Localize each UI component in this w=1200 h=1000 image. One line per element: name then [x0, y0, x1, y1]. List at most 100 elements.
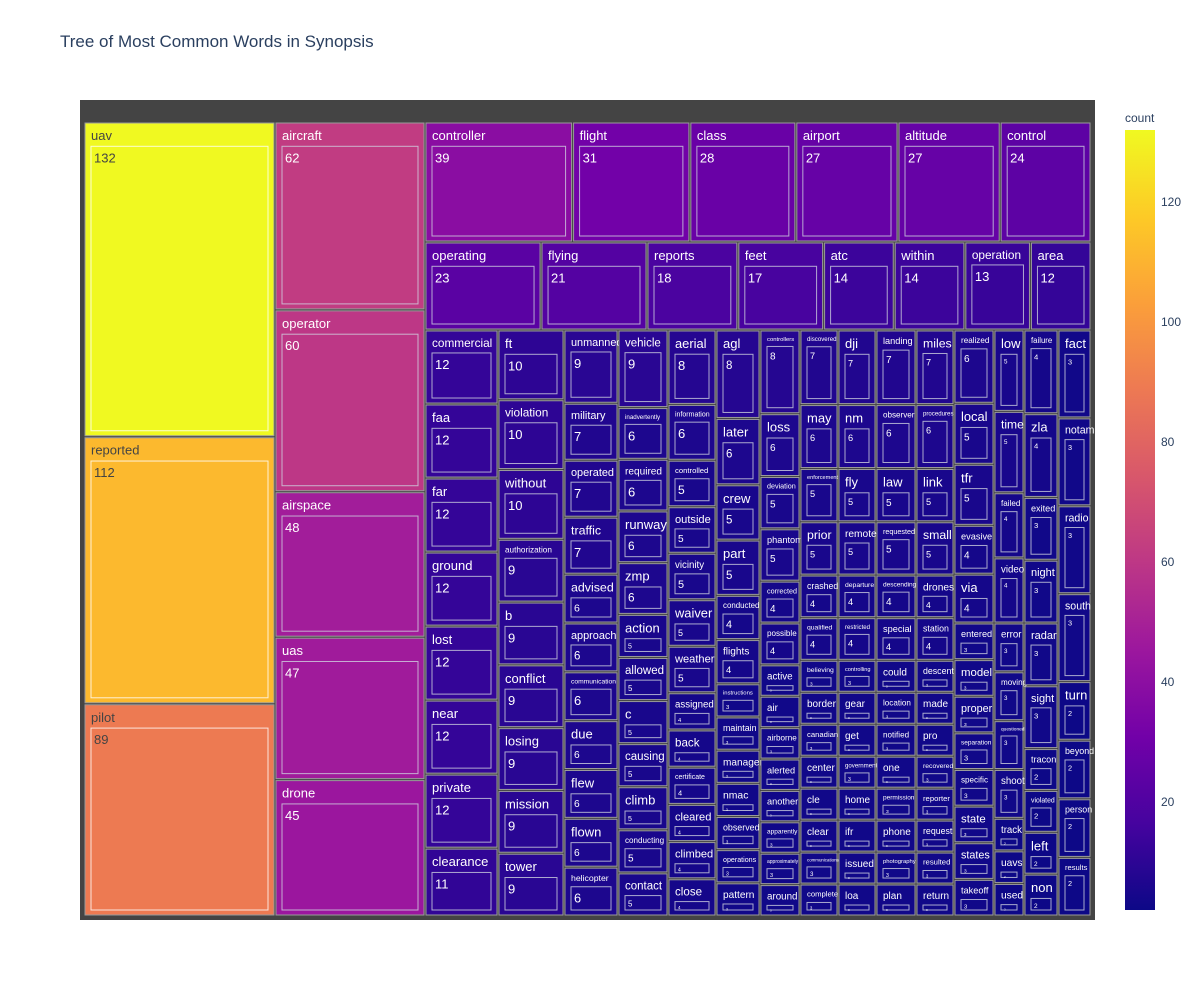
treemap-tile-observer[interactable]: observer 6 — [876, 405, 916, 469]
treemap-tile-rect[interactable] — [668, 767, 716, 804]
treemap-tile-radar[interactable]: radar 3 — [1024, 623, 1058, 686]
treemap-tile-rect[interactable] — [84, 437, 275, 704]
treemap-tile-b[interactable]: b9 — [498, 602, 564, 665]
treemap-tile-rect[interactable] — [275, 122, 425, 310]
treemap-tile-plan[interactable]: plan 3 — [876, 884, 916, 916]
treemap-tile-rect[interactable] — [668, 646, 716, 693]
treemap-tile-rect[interactable] — [498, 400, 564, 470]
treemap-tile-observed[interactable]: observed 3 — [716, 816, 760, 850]
treemap-tile-phantom[interactable]: phantom 5 — [760, 529, 803, 581]
treemap-tile-class[interactable]: class 28 — [690, 122, 796, 242]
treemap-tile-military[interactable]: military 7 — [564, 403, 618, 460]
treemap-tile-notified[interactable]: notified 3 — [876, 724, 916, 756]
treemap-tile-rect[interactable] — [668, 553, 716, 600]
treemap-tile-cleared[interactable]: cleared 4 — [668, 804, 716, 842]
treemap-tile-rect[interactable] — [1024, 560, 1058, 623]
treemap-tile-controlled[interactable]: controlled 5 — [668, 460, 716, 507]
treemap-tile-operator[interactable]: operator 60 — [275, 310, 425, 492]
treemap-tile-track[interactable]: track 2 — [994, 818, 1024, 851]
treemap-tile-faa[interactable]: faa 12 — [425, 404, 498, 478]
treemap-tile-conflict[interactable]: conflict 9 — [498, 665, 564, 728]
treemap-tile-rect[interactable] — [716, 418, 760, 485]
treemap-tile-approach[interactable]: approach 6 — [564, 623, 618, 672]
treemap-tile-moving[interactable]: moving 3 — [994, 672, 1027, 721]
treemap-tile-rect[interactable] — [425, 330, 498, 404]
treemap-tile-tfr[interactable]: tfr 5 — [954, 464, 994, 525]
treemap-tile-uas[interactable]: uas 47 — [275, 637, 425, 780]
treemap-tile-rect[interactable] — [84, 122, 275, 437]
treemap-tile-rect[interactable] — [498, 602, 564, 665]
treemap-tile-traffic[interactable]: traffic 7 — [564, 517, 618, 574]
treemap-tile-used[interactable]: used 2 — [994, 883, 1024, 916]
treemap-tile-rect[interactable] — [800, 660, 838, 692]
treemap-tile-rect[interactable] — [564, 623, 618, 672]
treemap-tile-zla[interactable]: zla 4 — [1024, 414, 1058, 497]
treemap-tile-rect[interactable] — [668, 507, 716, 553]
treemap-tile-vehicle[interactable]: vehicle 9 — [618, 330, 668, 408]
treemap-tile-allowed[interactable]: allowed 5 — [618, 657, 668, 701]
treemap-tile-corrected[interactable]: corrected 4 — [760, 581, 800, 623]
treemap-tile-rect[interactable] — [425, 122, 573, 242]
treemap-tile-without[interactable]: without 10 — [498, 470, 564, 539]
treemap-tile-local[interactable]: local 5 — [954, 403, 994, 464]
treemap-tile-pattern[interactable]: pattern 3 — [716, 883, 760, 916]
treemap-tile-fact[interactable]: fact 3 — [1058, 330, 1091, 418]
treemap-tile-rect[interactable] — [994, 411, 1024, 493]
treemap-tile-rect[interactable] — [84, 704, 275, 916]
treemap-tile-notam[interactable]: notam 3 — [1058, 418, 1095, 506]
treemap-tile-controlling[interactable]: controlling 3 — [838, 660, 876, 692]
treemap-tile-request[interactable]: request 3 — [916, 820, 954, 852]
treemap-tile-rect[interactable] — [647, 242, 738, 330]
treemap-tile-rect[interactable] — [1024, 414, 1058, 497]
treemap-tile-made[interactable]: made 3 — [916, 692, 954, 724]
treemap-tile-return[interactable]: return 3 — [916, 884, 954, 916]
treemap-tile-rect[interactable] — [668, 804, 716, 842]
treemap-tile-flight[interactable]: flight 31 — [573, 122, 690, 242]
treemap-tile-communication[interactable]: communication 6 — [564, 672, 618, 721]
treemap-tile-shoot[interactable]: shoot 3 — [994, 770, 1025, 818]
treemap-tile-back[interactable]: back 4 — [668, 730, 716, 767]
treemap-tile-rect[interactable] — [618, 657, 668, 701]
treemap-tile-maintain[interactable]: maintain 3 — [716, 717, 760, 750]
treemap-tile-rect[interactable] — [994, 623, 1024, 672]
treemap-tile-near[interactable]: near 12 — [425, 700, 498, 774]
treemap-tile-another[interactable]: another 3 — [760, 790, 800, 822]
treemap-tile-rect[interactable] — [618, 830, 668, 873]
treemap-tile-communications[interactable]: communications 3 — [800, 852, 840, 884]
treemap-tile-action[interactable]: action 5 — [618, 614, 668, 657]
treemap-tile-airport[interactable]: airport 27 — [796, 122, 898, 242]
treemap-tile-helicopter[interactable]: helicopter 6 — [564, 867, 618, 916]
treemap-tile-photography[interactable]: photography 3 — [876, 852, 916, 884]
treemap-tile-rect[interactable] — [564, 517, 618, 574]
treemap-tile-rect[interactable] — [618, 701, 668, 744]
treemap-tile-required[interactable]: required 6 — [618, 459, 668, 511]
treemap-tile-operating[interactable]: operating 23 — [425, 242, 541, 330]
treemap-tile-failed[interactable]: failed 4 — [994, 493, 1024, 558]
treemap-tile-c[interactable]: c5 — [618, 701, 668, 744]
treemap-tile-specific[interactable]: specific 3 — [954, 770, 994, 806]
treemap-tile-questioned[interactable]: questioned 3 — [994, 721, 1025, 770]
treemap-tile-rect[interactable] — [716, 485, 760, 540]
treemap-tile-fly[interactable]: fly 5 — [838, 469, 876, 522]
treemap-tile-rect[interactable] — [994, 770, 1024, 818]
treemap-tile-dji[interactable]: dji 7 — [838, 330, 876, 405]
treemap-tile-rect[interactable] — [1058, 857, 1091, 916]
treemap-tile-states[interactable]: states 3 — [954, 843, 994, 879]
treemap-tile-enforcement[interactable]: enforcement 5 — [800, 469, 839, 522]
treemap-tile-departure[interactable]: departure 4 — [838, 575, 876, 618]
treemap-tile-believing[interactable]: believing 3 — [800, 660, 838, 692]
treemap-tile-law[interactable]: law 5 — [876, 469, 916, 522]
treemap-tile-rect[interactable] — [994, 672, 1024, 721]
treemap-tile-rect[interactable] — [541, 242, 647, 330]
treemap-tile-rect[interactable] — [716, 540, 760, 595]
treemap-tile-causing[interactable]: causing 5 — [618, 744, 668, 787]
treemap-tile-private[interactable]: private 12 — [425, 774, 498, 848]
treemap-tile-night[interactable]: night 3 — [1024, 560, 1058, 623]
treemap-tile-rect[interactable] — [1024, 497, 1058, 560]
treemap-tile-apparently[interactable]: apparently 3 — [760, 822, 800, 853]
treemap-tile-rect[interactable] — [1024, 330, 1058, 414]
treemap-tile-uav[interactable]: uav 132 — [84, 122, 275, 437]
treemap-tile-drones[interactable]: drones 4 — [916, 575, 954, 618]
treemap-tile-certificate[interactable]: certificate 4 — [668, 767, 716, 804]
treemap-tile-due[interactable]: due 6 — [564, 721, 618, 770]
